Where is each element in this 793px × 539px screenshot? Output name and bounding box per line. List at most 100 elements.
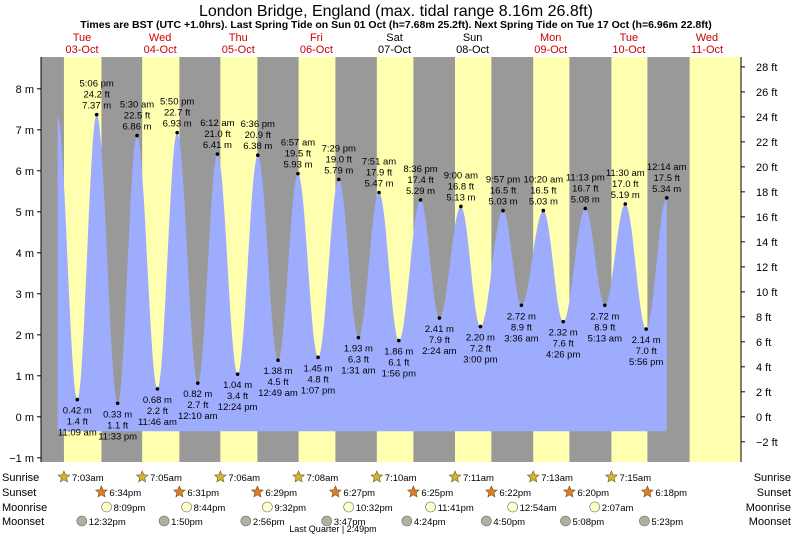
high-tide-m: 5.93 m [283,160,312,171]
low-tide-ft: 2.7 ft [187,400,208,411]
low-tide-m: 2.72 m [507,311,536,322]
low-tide-marker [397,338,401,343]
sunrise-time: 7:13am [541,473,573,484]
tide-area [57,114,667,432]
sunset-time: 6:34pm [109,488,141,499]
sunrise-icon [526,470,540,483]
high-tide-m: 7.37 m [82,101,111,112]
moonset-time: 5:23pm [651,517,683,528]
low-tide-time: 11:09 am [58,428,97,439]
left-tick-label: 3 m [16,289,34,301]
high-tide-time: 10:20 am [524,175,564,186]
moonset-icon [321,515,333,527]
low-tide-marker [561,319,565,324]
sunset-time: 6:18pm [655,488,687,499]
low-tide-time: 5:13 am [588,333,622,344]
low-tide-marker [155,387,160,391]
day-name: Sun [463,32,483,44]
moonrise-time: 11:41pm [438,503,474,514]
day-name: Wed [149,32,171,44]
sunset-icon [250,485,264,498]
day-name: Wed [696,32,718,44]
right-tick-label: 6 ft [756,337,771,349]
moonrise-time: 9:32pm [274,503,306,514]
high-tide-ft: 16.5 ft [490,186,517,197]
high-tide-m: 6.41 m [203,140,232,151]
high-tide-time: 9:00 am [444,170,478,181]
low-tide-time: 5:56 pm [629,357,663,368]
sunrise-time: 7:03am [72,473,104,484]
high-tide-marker [664,196,669,200]
low-tide-m: 0.68 m [143,395,172,406]
high-tide-ft: 20.9 ft [245,130,272,141]
high-tide-marker [336,177,341,182]
low-tide-marker [195,381,200,385]
moonset-icon [401,515,413,527]
low-tide-m: 1.86 m [384,347,413,358]
moonrise-icon [507,501,518,513]
moonset-icon [481,515,492,527]
sunset-icon [406,485,420,498]
low-tide-time: 12:49 am [258,388,298,399]
low-tide-ft: 1.4 ft [67,417,88,428]
low-tide-m: 0.42 m [63,406,92,417]
chart-subtitle: Times are BST (UTC +1.0hrs). Last Spring… [80,19,711,31]
moonrise-icon [343,501,355,513]
left-tick-label: 6 m [16,166,34,178]
low-tide-time: 3:00 pm [463,355,497,366]
right-tick-label: 20 ft [756,162,777,174]
high-tide-time: 11:30 am [606,168,645,179]
low-tide-ft: 1.1 ft [107,420,128,431]
low-tide-ft: 3.4 ft [227,391,248,402]
moonset-time: 5:08pm [572,517,604,528]
right-tick-label: 2 ft [756,387,771,399]
moonset-time: 4:50pm [493,517,525,528]
moonrise-time: 8:44pm [194,503,226,514]
right-tick-label: 4 ft [756,362,771,374]
high-tide-time: 11:13 pm [566,173,605,184]
moonset-time: 12:32pm [89,517,126,528]
day-date: 03-Oct [66,44,99,56]
right-tick-label: 12 ft [756,262,777,274]
moonrise-icon [181,501,192,513]
low-tide-m: 1.45 m [304,363,333,374]
high-tide-marker [175,130,179,135]
day-date: 08-Oct [456,44,489,56]
low-tide-m: 2.20 m [466,333,495,344]
low-tide-ft: 7.6 ft [553,339,574,350]
high-tide-marker [135,133,139,138]
low-tide-marker [235,372,240,376]
high-tide-time: 5:30 am [120,100,154,111]
low-tide-time: 1:07 pm [301,385,335,396]
right-tick-label: 0 ft [756,412,771,424]
moonset-time: 4:24pm [414,517,446,528]
right-tick-label: 24 ft [756,112,777,124]
high-tide-time: 5:06 pm [79,79,113,90]
low-tide-marker [356,335,361,340]
low-tide-time: 12:10 am [178,411,218,422]
low-tide-ft: 7.2 ft [470,344,491,355]
daylight-band [689,57,741,462]
moonset-time: 2:56pm [253,517,285,528]
row-label-left: Sunset [2,487,36,499]
left-tick-label: 4 m [16,248,34,260]
moonset-time: 3:47pm [334,517,366,528]
sunrise-icon [604,470,618,483]
moonset-time: 1:50pm [171,517,203,528]
row-label-left: Moonrise [2,502,47,514]
right-tick-label: 18 ft [756,187,777,199]
sunset-time: 6:31pm [187,488,219,499]
low-tide-ft: 2.2 ft [147,406,168,417]
left-tick-label: 0 m [16,412,34,424]
day-date: 09-Oct [534,44,567,56]
low-tide-marker [437,316,442,320]
chart-title: London Bridge, England (max. tidal range… [199,3,593,20]
day-date: 07-Oct [378,44,411,56]
high-tide-marker [296,171,300,176]
high-tide-m: 5.03 m [529,197,558,208]
low-tide-ft: 4.8 ft [308,374,329,385]
high-tide-marker [255,153,260,158]
low-tide-marker [644,327,649,331]
low-tide-time: 11:33 pm [98,431,137,442]
